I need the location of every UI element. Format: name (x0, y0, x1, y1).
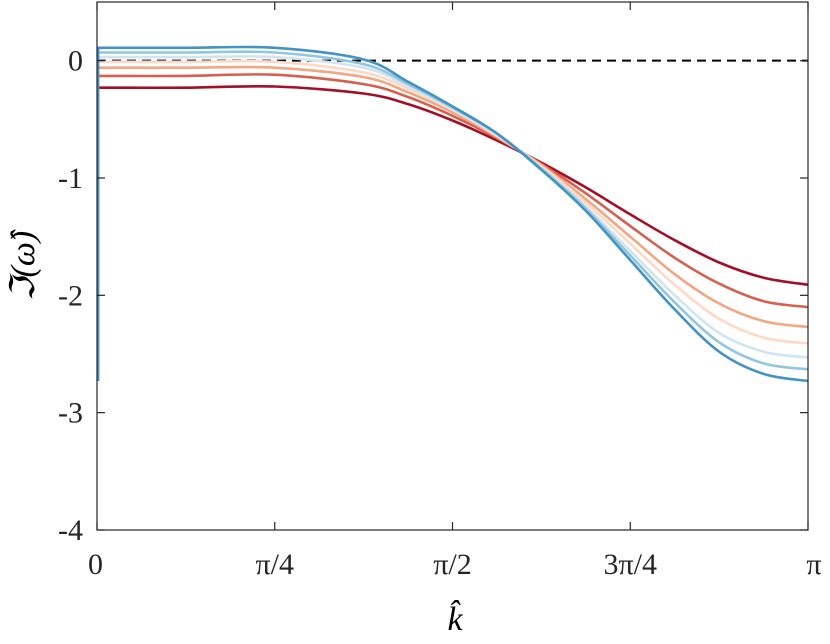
y-tick-label: -3 (58, 397, 83, 430)
x-axis-label: k̂ (447, 599, 463, 638)
series-line-6 (96, 50, 809, 371)
series-line-4 (97, 59, 809, 345)
series-lines (96, 45, 809, 383)
plot-frame (96, 1, 809, 531)
x-tick-label: 3π/4 (604, 548, 657, 581)
y-axis-label: ℑ(ω̂) (5, 229, 42, 301)
y-tick-label: -4 (58, 514, 83, 547)
series-line-1 (96, 84, 809, 287)
x-tick-label: π/4 (256, 548, 294, 581)
x-tick-label: π (806, 548, 821, 581)
y-tick-label: 0 (68, 45, 83, 78)
y-tick-label: -2 (58, 279, 83, 312)
y-ticks: 0 -1 -2 -3 -4 (58, 45, 808, 547)
y-tick-label: -1 (58, 162, 83, 195)
x-tick-label: 0 (88, 548, 103, 581)
series-line-5 (96, 55, 809, 359)
x-tick-label: π/2 (433, 548, 471, 581)
series-line-7 (97, 45, 809, 383)
x-ticks: 0 π/4 π/2 3π/4 π (88, 2, 822, 581)
